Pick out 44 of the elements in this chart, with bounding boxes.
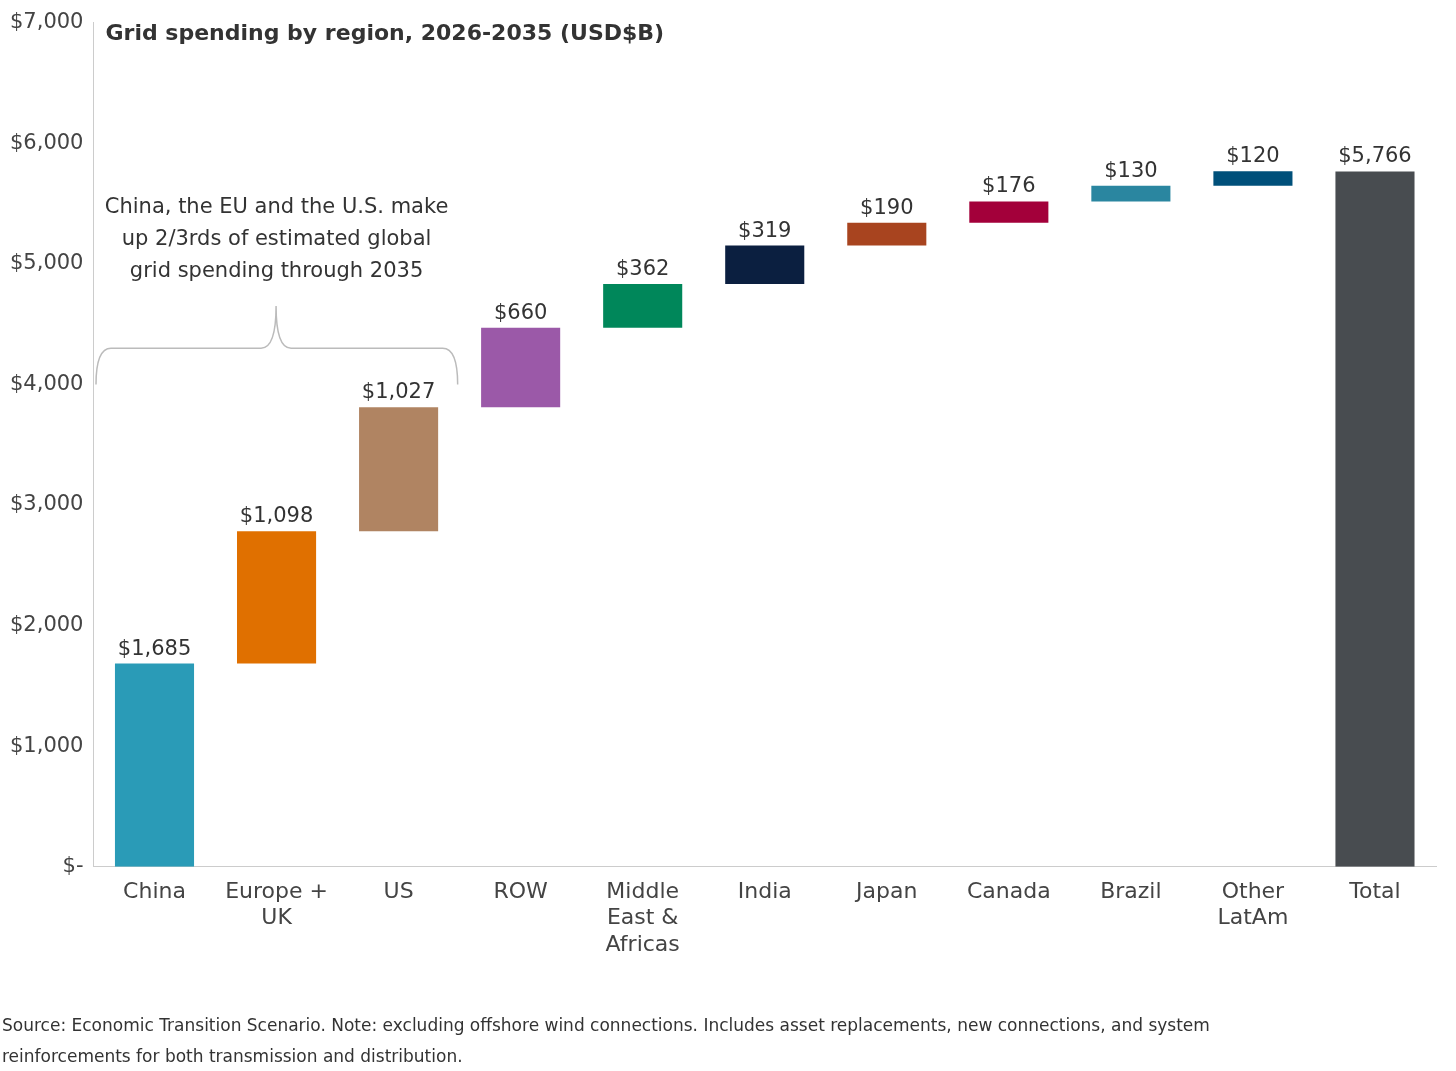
x-tick-label: Total	[1348, 877, 1401, 903]
bar	[725, 245, 805, 285]
y-tick-label: $3,000	[10, 491, 84, 516]
data-label: $120	[1226, 143, 1280, 168]
data-label: $176	[982, 173, 1036, 198]
data-label: $1,098	[239, 503, 314, 528]
bar	[359, 407, 439, 532]
bar	[1335, 171, 1415, 867]
x-tick-label: Japan	[854, 877, 918, 903]
y-tick-label: $2,000	[10, 612, 84, 637]
x-tick-label: China	[123, 877, 186, 903]
x-tick-label: Middle East & Africas	[605, 877, 680, 956]
x-tick-label: Brazil	[1100, 877, 1162, 903]
bar	[237, 531, 317, 664]
data-label: $1,685	[117, 635, 192, 660]
y-tick-label: $-	[62, 853, 84, 878]
bar	[114, 663, 195, 867]
x-tick-label: Europe + UK	[225, 877, 328, 930]
data-label: $130	[1104, 157, 1158, 182]
bar	[1213, 171, 1293, 186]
y-tick-label: $5,000	[10, 250, 84, 275]
bar	[603, 284, 683, 328]
data-label: $1,027	[361, 379, 436, 404]
x-tick-label: Canada	[966, 877, 1051, 903]
source-note: Source: Economic Transition Scenario. Note: excluding offshore wind connections. Includes asset replacements, new connections, and system reinforcements for both transmission and distribution.	[2, 1014, 1211, 1068]
bar	[969, 201, 1049, 223]
chart-title: Grid spending by region, 2026-2035 (USD$B)	[105, 20, 665, 46]
annotation: China, the EU and the U.S. make up 2/3rds of estimated global grid spending through 2035	[104, 193, 449, 282]
x-tick-label: ROW	[493, 877, 549, 903]
y-tick-label: $4,000	[10, 370, 84, 395]
bar	[847, 222, 927, 246]
bar	[1091, 185, 1171, 202]
data-label: $190	[860, 194, 914, 219]
bar	[481, 327, 561, 408]
y-tick-label: $7,000	[10, 9, 84, 34]
y-tick-label: $6,000	[10, 129, 84, 154]
x-tick-label: India	[737, 877, 792, 903]
y-tick-label: $1,000	[10, 732, 84, 757]
x-tick-label: US	[383, 877, 414, 903]
data-label: $362	[615, 256, 670, 281]
data-label: $5,766	[1338, 143, 1412, 168]
x-tick-label: Other LatAm	[1217, 877, 1289, 930]
data-label: $660	[493, 299, 548, 324]
data-label: $319	[738, 217, 792, 242]
